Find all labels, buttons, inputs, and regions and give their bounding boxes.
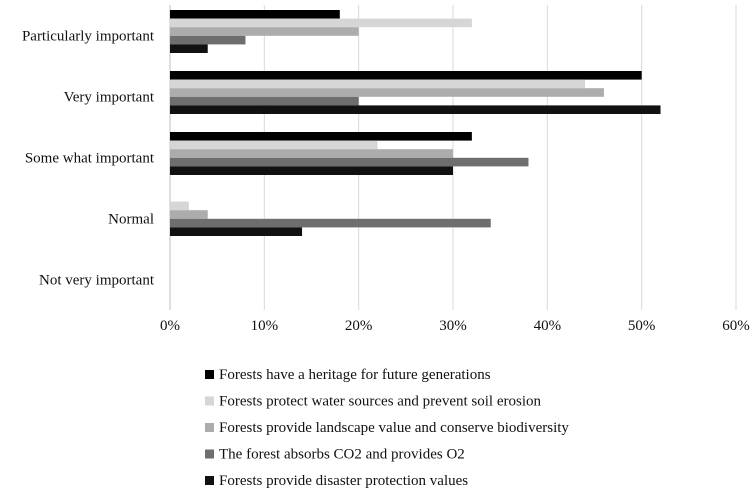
x-tick-label: 10%: [251, 318, 279, 334]
bar: [170, 96, 359, 106]
bar: [170, 218, 491, 228]
legend-swatch: [205, 396, 214, 406]
legend-swatch: [205, 370, 214, 379]
bar: [170, 210, 208, 219]
legend-swatch: [205, 423, 214, 432]
bar: [170, 227, 303, 236]
bar: [170, 44, 208, 53]
x-tick-label: 20%: [345, 318, 373, 334]
legend-label: Forests provide disaster protection valu…: [219, 473, 468, 489]
category-label: Not very important: [39, 273, 155, 289]
legend-swatch: [205, 476, 214, 485]
bar: [170, 27, 359, 36]
bar: [170, 71, 642, 80]
bar: [170, 79, 586, 89]
bar: [170, 166, 453, 175]
legend-label: The forest absorbs CO2 and provides O2: [219, 447, 465, 463]
x-tick-label: 60%: [722, 318, 750, 334]
x-tick-label: 30%: [439, 318, 467, 334]
bar: [170, 201, 189, 211]
legend-label: Forests protect water sources and preven…: [219, 394, 541, 410]
category-label: Some what important: [25, 151, 155, 167]
x-tick-label: 50%: [628, 318, 656, 334]
legend-label: Forests provide landscape value and cons…: [219, 420, 569, 436]
category-label: Normal: [108, 212, 154, 228]
bar: [170, 10, 340, 19]
category-label: Particularly important: [22, 29, 155, 45]
legend: Forests have a heritage for future gener…: [205, 367, 569, 489]
bar: [170, 157, 529, 167]
legend-swatch: [205, 449, 214, 459]
bar: [170, 105, 661, 114]
bars: [170, 10, 661, 236]
bar: [170, 18, 472, 28]
bar: [170, 88, 604, 97]
bar: [170, 132, 472, 141]
legend-label: Forests have a heritage for future gener…: [219, 367, 491, 383]
category-labels: Particularly important Very important Some…: [22, 29, 155, 289]
x-tick-label: 40%: [534, 318, 562, 334]
bar: [170, 149, 453, 158]
category-label: Very important: [64, 90, 155, 106]
x-axis-tick-labels: 0% 10% 20% 30% 40% 50% 60%: [160, 318, 750, 334]
bar: [170, 140, 378, 150]
bar: [170, 35, 246, 45]
x-tick-label: 0%: [160, 318, 180, 334]
